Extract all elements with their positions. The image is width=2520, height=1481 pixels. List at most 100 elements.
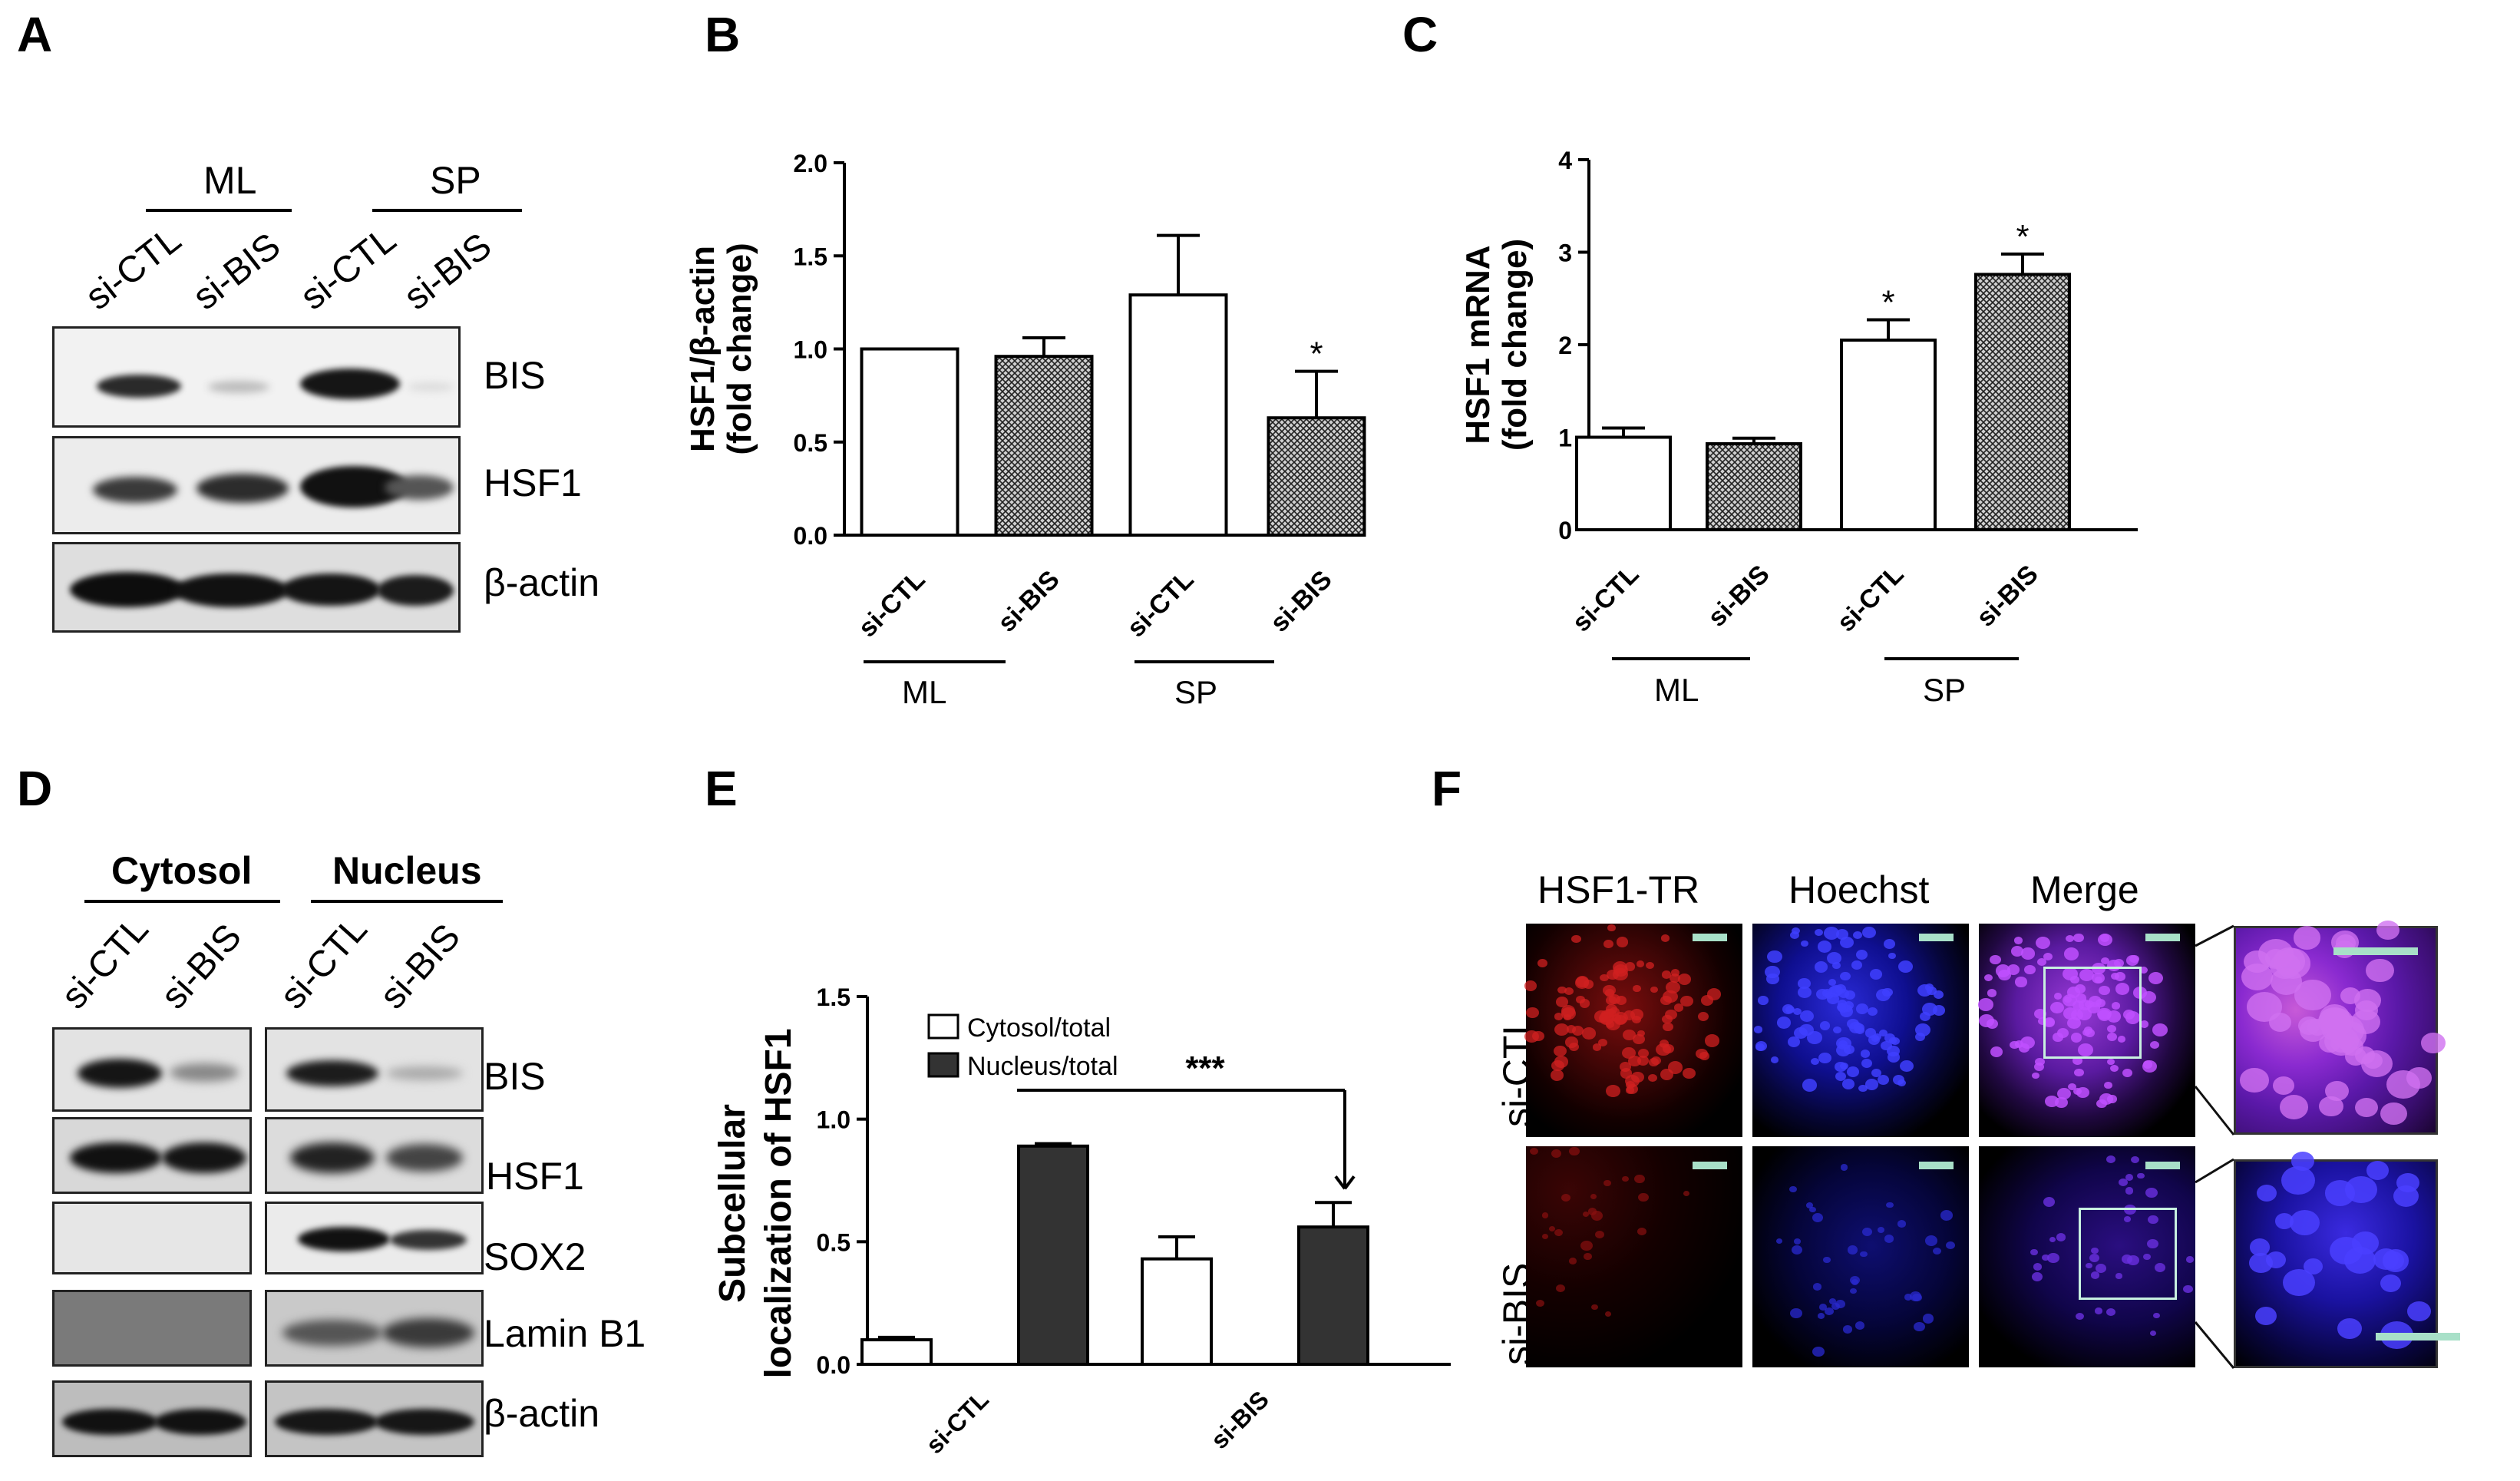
cell-nucleus <box>2186 1256 2195 1263</box>
cell-nucleus <box>1855 949 1868 960</box>
cell-nucleus <box>1897 1220 1906 1228</box>
cell-nucleus <box>1919 1012 1931 1022</box>
cell-nucleus <box>2249 1238 2271 1256</box>
cell-nucleus <box>1851 1278 1859 1285</box>
cell-nucleus <box>2131 1156 2139 1164</box>
cell-nucleus <box>2139 1020 2148 1029</box>
cell-nucleus <box>1699 1052 1709 1060</box>
cell-nucleus <box>2143 1253 2151 1260</box>
cell-nucleus <box>1868 1035 1880 1045</box>
y-tick-label: 0.0 <box>794 522 827 550</box>
row-label-actin: β-actin <box>484 1392 600 1435</box>
cell-nucleus <box>1801 940 1809 947</box>
group-label-ml: ML <box>203 159 257 202</box>
cell-nucleus <box>1990 955 2001 965</box>
cell-nucleus <box>1776 1017 1792 1030</box>
cell-nucleus <box>1787 1036 1801 1047</box>
cell-nucleus <box>1621 1046 1636 1059</box>
cell-nucleus <box>2125 1173 2133 1181</box>
cell-nucleus <box>1882 987 1894 997</box>
cell-nucleus <box>1616 996 1627 1006</box>
cell-nucleus <box>2053 1033 2063 1042</box>
cell-nucleus <box>1755 1043 1765 1051</box>
cell-nucleus <box>1603 939 1614 948</box>
group-label-sp: SP <box>1923 672 1967 708</box>
row-label-lamin: Lamin B1 <box>484 1312 646 1355</box>
cell-nucleus <box>1605 995 1617 1005</box>
cell-nucleus <box>1812 1213 1823 1223</box>
cell-nucleus <box>1914 1321 1925 1331</box>
cell-nucleus <box>1666 980 1680 993</box>
cell-nucleus <box>1583 980 1594 989</box>
cell-nucleus <box>2244 950 2271 974</box>
bar <box>860 347 959 537</box>
cell-nucleus <box>1597 1038 1608 1047</box>
row-label-hsf1: HSF1 <box>486 1155 584 1198</box>
cell-nucleus <box>2240 1068 2269 1093</box>
cell-nucleus <box>1770 1056 1779 1064</box>
cell-nucleus <box>1767 950 1782 964</box>
cell-nucleus <box>2115 983 2129 995</box>
cell-nucleus <box>1563 1013 1571 1021</box>
cell-nucleus <box>1775 1238 1783 1244</box>
bar <box>1706 441 1802 531</box>
bar <box>1017 1144 1089 1366</box>
cell-nucleus <box>1650 1056 1661 1065</box>
cell-nucleus <box>1933 1004 1946 1016</box>
cell-nucleus <box>1633 985 1641 992</box>
cell-nucleus <box>1878 1029 1888 1037</box>
cell-nucleus <box>2125 955 2139 966</box>
cell-nucleus <box>1819 1021 1831 1030</box>
cell-nucleus <box>1551 1149 1561 1158</box>
cell-nucleus <box>1793 1238 1802 1245</box>
cell-nucleus <box>1673 1003 1683 1012</box>
cell-nucleus <box>1637 1228 1646 1236</box>
cell-nucleus <box>1871 1069 1882 1078</box>
cell-nucleus <box>2015 977 2027 987</box>
y-tick-label: 2 <box>1558 332 1572 359</box>
y-tick-label: 0.5 <box>794 429 827 457</box>
cell-nucleus <box>2063 996 2072 1003</box>
cell-nucleus <box>1883 938 1896 950</box>
y-axis-label: (fold change) <box>1496 239 1534 451</box>
cell-nucleus <box>2330 1237 2363 1265</box>
cell-nucleus <box>2122 1068 2132 1078</box>
cell-nucleus <box>2091 1247 2099 1255</box>
cell-nucleus <box>1840 1063 1848 1070</box>
cell-nucleus <box>1541 1212 1549 1218</box>
blot-d-bis-nuc <box>265 1027 484 1112</box>
y-tick-label: 0 <box>1558 517 1572 544</box>
cell-nucleus <box>2266 1251 2287 1268</box>
panel-letter-a: A <box>17 7 53 62</box>
cell-nucleus <box>2097 933 2112 947</box>
cell-nucleus <box>2147 1238 2158 1249</box>
cell-nucleus <box>1550 1069 1564 1082</box>
cell-nucleus <box>1852 931 1862 940</box>
cell-nucleus <box>1634 1174 1646 1184</box>
cell-nucleus <box>1927 987 1937 995</box>
bar <box>994 355 1094 537</box>
cell-nucleus <box>1899 1060 1914 1073</box>
cell-nucleus <box>2042 1254 2050 1261</box>
group-label-sp: SP <box>430 159 481 202</box>
cell-nucleus <box>2083 1026 2093 1035</box>
cell-nucleus <box>1612 1014 1621 1022</box>
significance-mark: * <box>1881 283 1894 321</box>
cell-nucleus <box>2070 1033 2082 1043</box>
cell-nucleus <box>2396 1172 2420 1193</box>
cell-nucleus <box>2077 1043 2093 1056</box>
cell-nucleus <box>1978 998 1993 1011</box>
cell-nucleus <box>1884 1235 1894 1244</box>
blot-a-bis <box>52 326 461 428</box>
cell-nucleus <box>1526 1007 1539 1019</box>
cell-nucleus <box>2109 1064 2119 1072</box>
cell-nucleus <box>2019 1043 2030 1053</box>
cell-nucleus <box>1616 937 1629 947</box>
cell-nucleus <box>1630 1009 1644 1020</box>
cell-nucleus <box>1869 969 1883 980</box>
cell-nucleus <box>1995 964 2011 977</box>
cell-nucleus <box>1860 1251 1868 1258</box>
cell-nucleus <box>1990 1046 2003 1058</box>
cell-nucleus <box>2021 947 2036 960</box>
panel-letter-c: C <box>1402 7 1438 62</box>
